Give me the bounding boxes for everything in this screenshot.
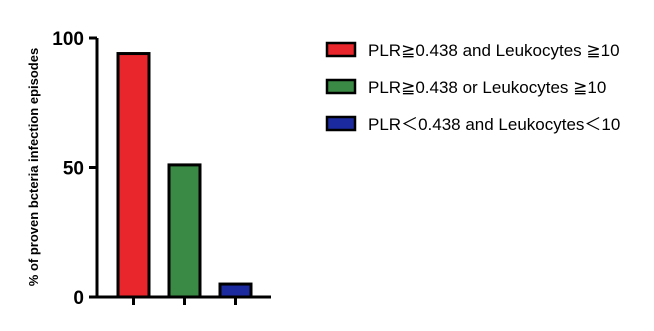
legend: PLR≧0.438 and Leukocytes ≧10 PLR≧0.438 or… (325, 41, 620, 134)
bar-1 (116, 52, 151, 299)
legend-swatch-2 (325, 78, 357, 95)
legend-swatch-1 (325, 41, 357, 58)
bar-3 (218, 282, 253, 299)
y-tick-label: 0 (73, 288, 84, 309)
bars (116, 52, 253, 299)
legend-label-2: PLR≧0.438 or Leukocytes ≧10 (368, 78, 606, 97)
y-tick-label: 50 (63, 159, 84, 180)
bar-2 (167, 163, 202, 299)
y-axis-label: % of proven bcteria infection episodes (26, 48, 41, 286)
legend-label-3: PLR＜0.438 and Leukocytes＜10 (368, 115, 620, 134)
y-tick-label: 100 (52, 29, 84, 50)
y-axis: 0 50 100 (52, 29, 99, 309)
legend-label-1: PLR≧0.438 and Leukocytes ≧10 (368, 41, 620, 60)
legend-swatch-3 (325, 115, 357, 132)
